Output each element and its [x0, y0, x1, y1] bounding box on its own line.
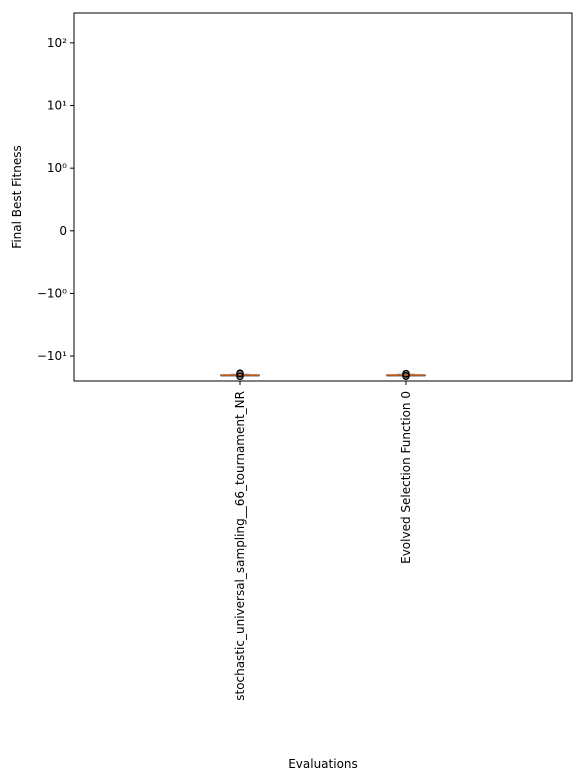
y-tick-label-2: 10⁰	[47, 161, 67, 175]
plot-frame	[73, 12, 573, 382]
y-tick-label-4: −10⁰	[37, 286, 67, 300]
y-axis-label: Final Best Fitness	[10, 145, 24, 248]
y-tick-label-0: 10²	[47, 36, 67, 50]
y-tick-label-1: 10¹	[47, 99, 67, 113]
x-axis-ticks: stochastic_universal_sampling__66_tourna…	[233, 381, 413, 701]
y-tick-label-5: −10¹	[37, 349, 67, 363]
x-tick-label-0: stochastic_universal_sampling__66_tourna…	[233, 391, 247, 701]
box-0	[220, 369, 260, 381]
x-tick-label-1: Evolved Selection Function 0	[399, 391, 413, 564]
y-tick-label-3: 0	[59, 224, 67, 238]
outlier-1-5	[402, 372, 410, 380]
box-1	[386, 369, 426, 380]
plot-area	[74, 13, 572, 381]
box-series	[220, 369, 426, 381]
x-axis-label: Evaluations	[288, 757, 358, 771]
outlier-0-6	[236, 372, 244, 381]
outlier-0-3	[236, 370, 244, 378]
y-axis-ticks: 10² 10¹ 10⁰ 0 −10⁰ −10¹	[37, 36, 74, 363]
